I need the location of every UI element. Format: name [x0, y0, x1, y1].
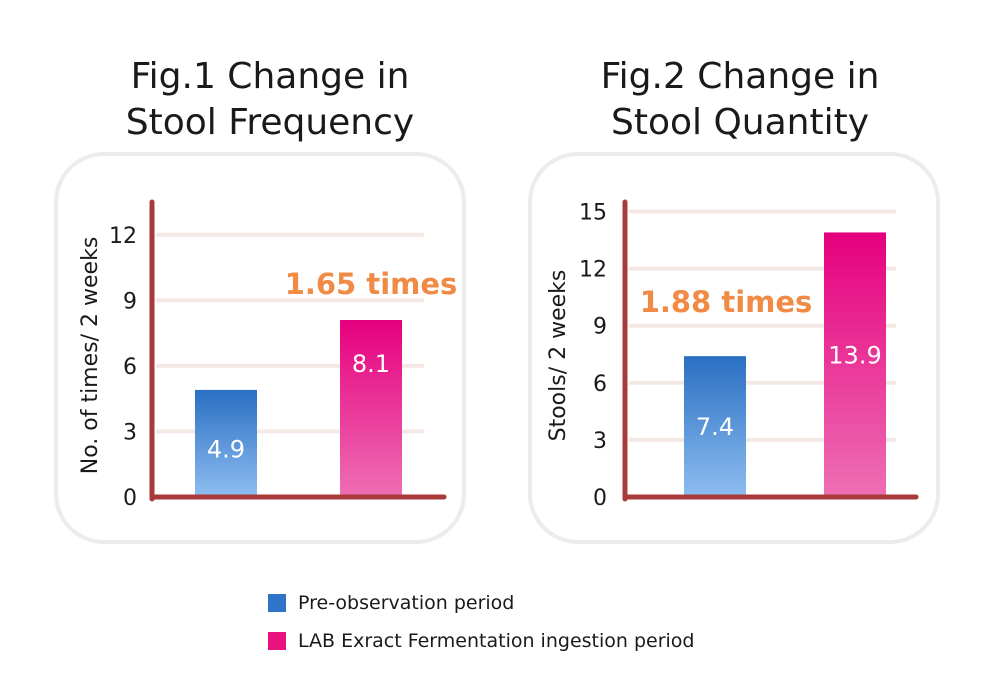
bar-value-label: 13.9	[828, 341, 881, 369]
y-tick-label: 0	[123, 486, 137, 511]
bar-value-label: 7.4	[696, 413, 734, 441]
y-tick-label: 12	[109, 224, 137, 249]
bar-lab-ingestion	[824, 232, 886, 498]
y-tick-label: 3	[593, 429, 607, 454]
bar-pre-observation	[195, 389, 257, 497]
y-tick-label: 12	[579, 258, 607, 283]
ratio-annotation: 1.88 times	[640, 285, 813, 319]
fig1-title-line1: Fig.1 Change in	[130, 56, 410, 97]
legend-swatch-lab	[268, 632, 286, 650]
y-tick-label: 6	[593, 372, 607, 397]
fig2-title-line2: Stool Quantity	[610, 102, 870, 143]
y-tick-label: 9	[123, 289, 137, 314]
legend-item-lab: LAB Exract Fermentation ingestion period	[268, 628, 695, 654]
legend-label-pre: Pre-observation period	[298, 592, 515, 614]
fig2-title: Fig.2 Change in Stool Quantity	[530, 54, 950, 146]
bar-pre-observation	[684, 356, 746, 497]
y-tick-label: 6	[123, 355, 137, 380]
bar-lab-ingestion	[340, 320, 402, 497]
bar-value-label: 4.9	[207, 435, 245, 463]
ratio-annotation: 1.65 times	[285, 267, 458, 301]
legend-label-lab: LAB Exract Fermentation ingestion period	[298, 630, 695, 652]
fig1-title-line2: Stool Frequency	[125, 102, 415, 143]
y-axis-label: No. of times/ 2 weeks	[78, 237, 103, 475]
legend: Pre-observation period LAB Exract Fermen…	[268, 590, 695, 654]
y-axis-label: Stools/ 2 weeks	[546, 270, 571, 442]
y-tick-label: 0	[593, 486, 607, 511]
y-tick-label: 15	[579, 201, 607, 226]
legend-item-pre: Pre-observation period	[268, 590, 695, 616]
bar-value-label: 8.1	[352, 350, 390, 378]
y-tick-label: 3	[123, 420, 137, 445]
legend-swatch-pre	[268, 594, 286, 612]
fig1-title: Fig.1 Change in Stool Frequency	[60, 54, 480, 146]
fig2-title-line1: Fig.2 Change in	[600, 56, 880, 97]
y-tick-label: 9	[593, 315, 607, 340]
